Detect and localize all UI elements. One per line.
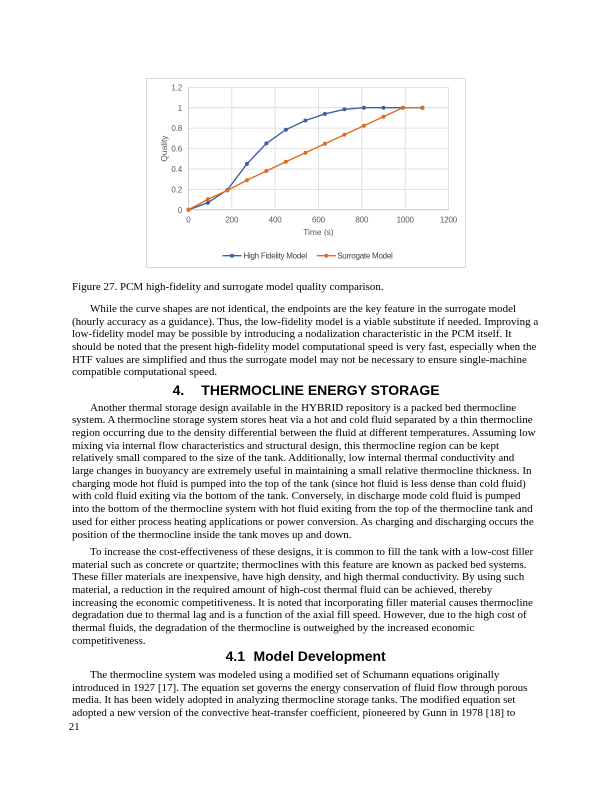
svg-text:1: 1 — [178, 104, 183, 113]
svg-text:200: 200 — [225, 216, 239, 225]
svg-text:0.8: 0.8 — [171, 124, 182, 133]
svg-text:0.6: 0.6 — [171, 145, 182, 154]
svg-text:Time (s): Time (s) — [303, 227, 334, 237]
svg-text:Surrogate Model: Surrogate Model — [337, 252, 393, 261]
svg-text:0: 0 — [186, 216, 191, 225]
svg-text:0.4: 0.4 — [171, 165, 182, 174]
svg-text:400: 400 — [269, 216, 283, 225]
svg-text:0: 0 — [178, 206, 183, 215]
svg-text:0.2: 0.2 — [171, 186, 182, 195]
svg-text:600: 600 — [312, 216, 326, 225]
svg-text:Quality: Quality — [159, 135, 169, 162]
svg-text:1200: 1200 — [440, 216, 458, 225]
svg-text:1000: 1000 — [397, 216, 415, 225]
svg-text:1.2: 1.2 — [171, 83, 182, 92]
svg-text:High Fidelity Model: High Fidelity Model — [244, 252, 308, 261]
svg-text:800: 800 — [355, 216, 369, 225]
